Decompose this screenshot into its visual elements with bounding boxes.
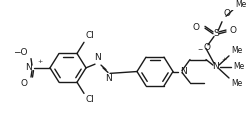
Text: Me: Me bbox=[232, 62, 243, 71]
Text: −: − bbox=[197, 46, 202, 51]
Text: Cl: Cl bbox=[86, 95, 94, 104]
Text: Me: Me bbox=[230, 79, 241, 88]
Text: Cl: Cl bbox=[86, 32, 94, 40]
Text: O: O bbox=[21, 79, 28, 88]
Text: +: + bbox=[37, 59, 42, 64]
Text: N: N bbox=[105, 74, 112, 83]
Text: N: N bbox=[212, 62, 218, 71]
Text: Me: Me bbox=[234, 0, 245, 9]
Text: O: O bbox=[229, 26, 236, 36]
Text: Me: Me bbox=[230, 46, 241, 55]
Text: +: + bbox=[220, 57, 225, 62]
Text: −O: −O bbox=[13, 48, 28, 57]
Text: N: N bbox=[25, 63, 32, 72]
Text: N: N bbox=[179, 67, 186, 76]
Text: S: S bbox=[212, 29, 218, 38]
Text: N: N bbox=[94, 53, 101, 62]
Text: O: O bbox=[192, 23, 199, 32]
Text: O: O bbox=[203, 43, 210, 52]
Text: O: O bbox=[223, 9, 230, 18]
